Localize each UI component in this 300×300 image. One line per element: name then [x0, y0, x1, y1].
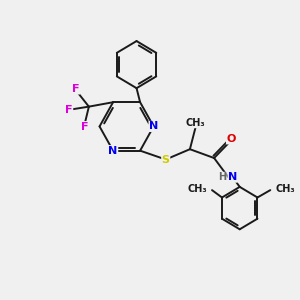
Text: N: N — [228, 172, 237, 182]
Text: CH₃: CH₃ — [187, 184, 207, 194]
Text: F: F — [72, 84, 80, 94]
Text: CH₃: CH₃ — [275, 184, 295, 194]
Text: F: F — [81, 122, 88, 132]
Text: H: H — [218, 172, 226, 182]
Text: N: N — [149, 122, 158, 131]
Text: N: N — [108, 146, 118, 156]
Text: S: S — [162, 154, 170, 164]
Text: F: F — [65, 105, 73, 115]
Text: CH₃: CH₃ — [186, 118, 206, 128]
Text: O: O — [226, 134, 236, 144]
